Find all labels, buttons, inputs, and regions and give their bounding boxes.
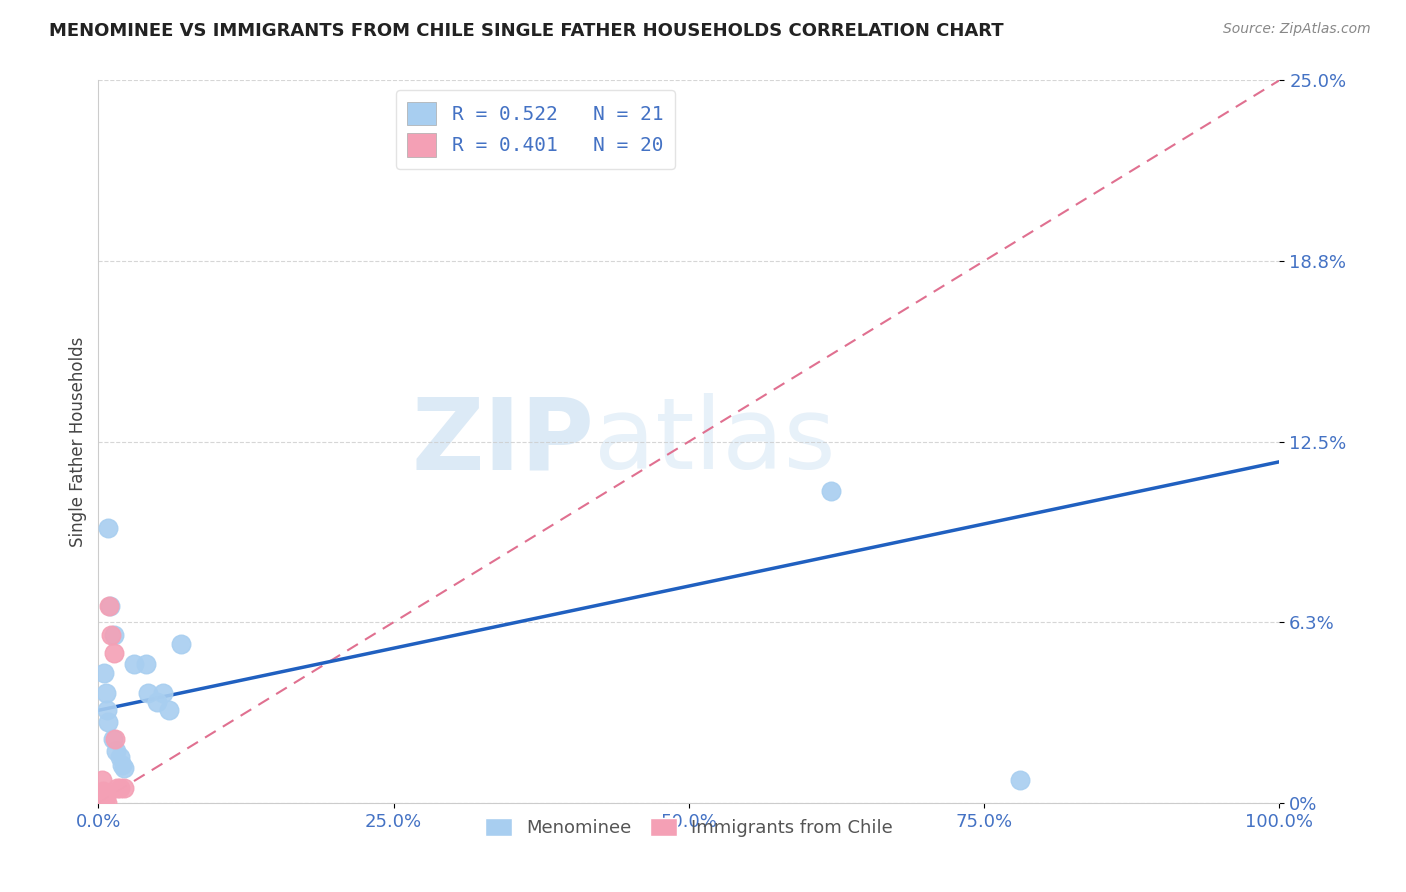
Legend: Menominee, Immigrants from Chile: Menominee, Immigrants from Chile — [478, 811, 900, 845]
Point — [94, 686, 117, 700]
Point — [97, 714, 120, 729]
Point — [90, 796, 112, 810]
Point — [93, 787, 115, 801]
Point — [97, 521, 120, 535]
Text: MENOMINEE VS IMMIGRANTS FROM CHILE SINGLE FATHER HOUSEHOLDS CORRELATION CHART: MENOMINEE VS IMMIGRANTS FROM CHILE SINGL… — [49, 22, 1004, 40]
Point — [93, 796, 115, 810]
Y-axis label: Single Father Households: Single Father Households — [69, 336, 87, 547]
Point — [101, 732, 124, 747]
Text: ZIP: ZIP — [412, 393, 595, 490]
Point — [157, 703, 180, 717]
Point — [91, 790, 114, 805]
Point — [90, 787, 112, 801]
Point — [103, 628, 125, 642]
Point — [93, 790, 115, 805]
Point — [136, 686, 159, 700]
Text: atlas: atlas — [595, 393, 837, 490]
Point — [103, 646, 125, 660]
Point — [111, 758, 134, 772]
Point — [108, 749, 131, 764]
Point — [98, 599, 121, 614]
Point — [152, 686, 174, 700]
Point — [105, 781, 128, 796]
Point — [96, 703, 118, 717]
Point — [1008, 772, 1031, 787]
Point — [146, 695, 169, 709]
Point — [820, 483, 842, 498]
Point — [93, 665, 115, 680]
Point — [100, 628, 122, 642]
Point — [135, 657, 157, 671]
Point — [112, 781, 135, 796]
Point — [94, 790, 117, 805]
Point — [170, 637, 193, 651]
Point — [122, 657, 145, 671]
Point — [98, 599, 121, 614]
Point — [96, 796, 118, 810]
Point — [91, 784, 114, 798]
Point — [105, 744, 128, 758]
Point — [91, 787, 114, 801]
Point — [104, 732, 127, 747]
Text: Source: ZipAtlas.com: Source: ZipAtlas.com — [1223, 22, 1371, 37]
Point — [112, 761, 135, 775]
Point — [89, 796, 111, 810]
Point — [87, 790, 110, 805]
Point — [108, 781, 131, 796]
Point — [91, 772, 114, 787]
